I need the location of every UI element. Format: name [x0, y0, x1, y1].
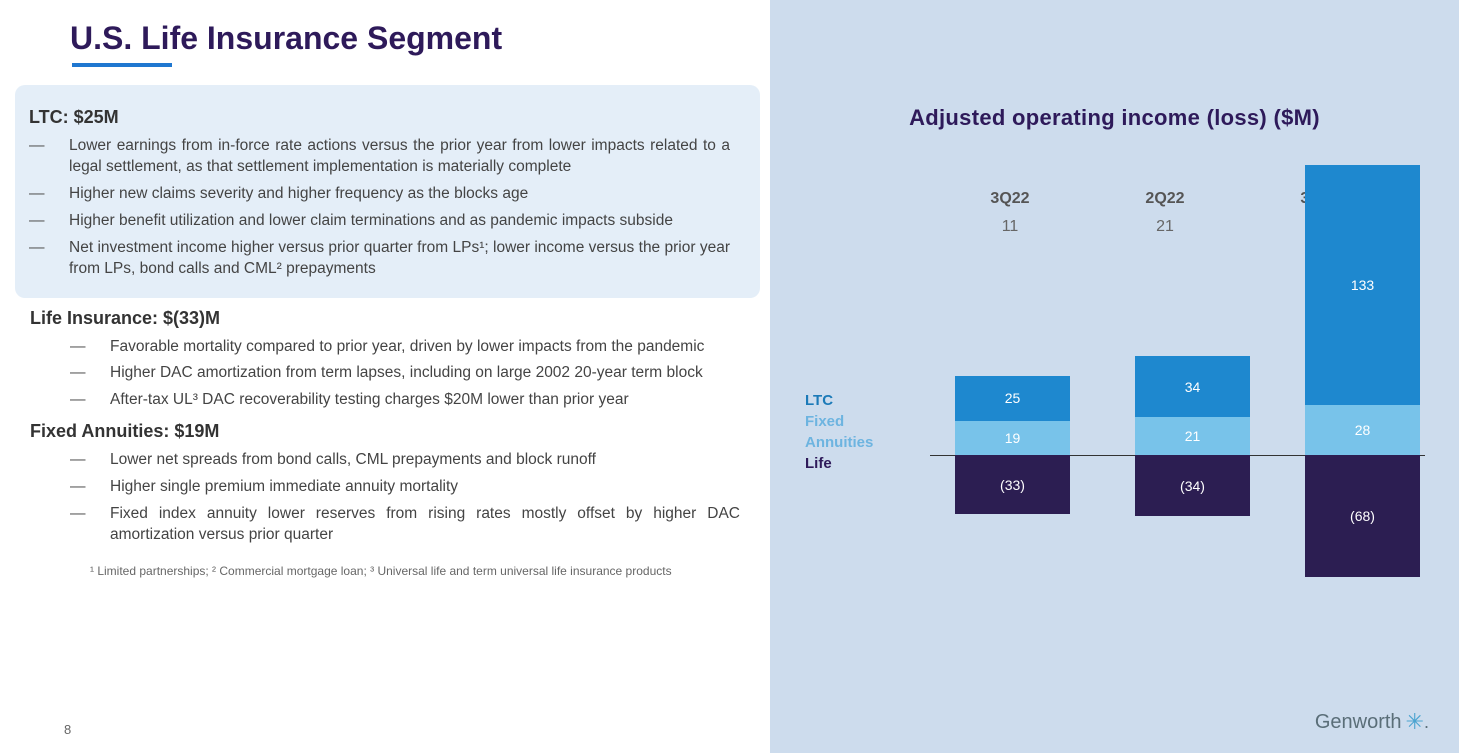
- section-heading: Fixed Annuities: $19M: [30, 421, 740, 442]
- bar-seg-fixed-annuities: 19: [955, 421, 1070, 455]
- bullet-text: Higher DAC amortization from term lapses…: [110, 363, 740, 384]
- bar-seg-ltc: 25: [955, 376, 1070, 421]
- sections-container: LTC: $25M—Lower earnings from in-force r…: [70, 85, 740, 546]
- chart-wrap: 3Q22112Q22213Q2193 LTC FixedAnnuities Li…: [805, 190, 1425, 590]
- page-title: U.S. Life Insurance Segment: [70, 20, 740, 57]
- bullet-text: Fixed index annuity lower reserves from …: [110, 504, 740, 546]
- bullet-item: —Lower earnings from in-force rate actio…: [29, 136, 730, 178]
- bullet-text: Higher new claims severity and higher fr…: [69, 184, 730, 205]
- bullet-item: —Lower net spreads from bond calls, CML …: [70, 450, 740, 471]
- bar-seg-ltc: 34: [1135, 356, 1250, 417]
- chart-legend: LTC FixedAnnuities Life: [805, 390, 873, 474]
- bar-seg-life: (68): [1305, 455, 1420, 577]
- bar-seg-life: (33): [955, 455, 1070, 514]
- bullet-item: —Higher DAC amortization from term lapse…: [70, 363, 740, 384]
- genworth-logo: Genworth ✳ .: [1315, 709, 1429, 735]
- bar-seg-fixed-annuities: 21: [1135, 417, 1250, 455]
- bar-seg-life: (34): [1135, 455, 1250, 516]
- bullet-text: Higher single premium immediate annuity …: [110, 477, 740, 498]
- bar-column: 1925 (33): [955, 190, 1070, 590]
- legend-life: Life: [805, 453, 873, 474]
- bar-seg-fixed-annuities: 28: [1305, 405, 1420, 455]
- bar-column: 2134 (34): [1135, 190, 1250, 590]
- section-heading: Life Insurance: $(33)M: [30, 308, 740, 329]
- bullet-list: —Lower net spreads from bond calls, CML …: [70, 450, 740, 546]
- bullet-text: Net investment income higher versus prio…: [69, 238, 730, 280]
- bullet-item: —Higher new claims severity and higher f…: [29, 184, 730, 205]
- bullet-list: —Favorable mortality compared to prior y…: [70, 337, 740, 412]
- left-content-panel: U.S. Life Insurance Segment LTC: $25M —Lo…: [0, 0, 760, 753]
- bar-seg-ltc: 133: [1305, 165, 1420, 404]
- footnotes: ¹ Limited partnerships; ² Commercial mor…: [90, 564, 740, 578]
- chart-panel: Adjusted operating income (loss) ($M) 3Q…: [770, 0, 1459, 753]
- logo-burst-icon: ✳: [1406, 709, 1424, 735]
- bullet-list: —Lower earnings from in-force rate actio…: [29, 136, 730, 280]
- bullet-item: —Fixed index annuity lower reserves from…: [70, 504, 740, 546]
- section-heading: LTC: $25M: [29, 107, 730, 128]
- bullet-text: Higher benefit utilization and lower cla…: [69, 211, 730, 232]
- title-underline: [72, 63, 172, 67]
- bullet-item: —Higher single premium immediate annuity…: [70, 477, 740, 498]
- bullet-text: After-tax UL³ DAC recoverability testing…: [110, 390, 740, 411]
- legend-fixed-annuities: FixedAnnuities: [805, 411, 873, 453]
- bar-column: 28133(68): [1305, 190, 1420, 590]
- chart-title: Adjusted operating income (loss) ($M): [770, 105, 1459, 131]
- highlight-section: LTC: $25M —Lower earnings from in-force r…: [15, 85, 760, 298]
- bullet-text: Lower net spreads from bond calls, CML p…: [110, 450, 740, 471]
- page-number: 8: [64, 722, 71, 737]
- bullet-item: —Net investment income higher versus pri…: [29, 238, 730, 280]
- bullet-item: —After-tax UL³ DAC recoverability testin…: [70, 390, 740, 411]
- bullet-item: —Favorable mortality compared to prior y…: [70, 337, 740, 358]
- bullet-text: Favorable mortality compared to prior ye…: [110, 337, 740, 358]
- legend-ltc: LTC: [805, 390, 873, 411]
- bullet-item: —Higher benefit utilization and lower cl…: [29, 211, 730, 232]
- bullet-text: Lower earnings from in-force rate action…: [69, 136, 730, 178]
